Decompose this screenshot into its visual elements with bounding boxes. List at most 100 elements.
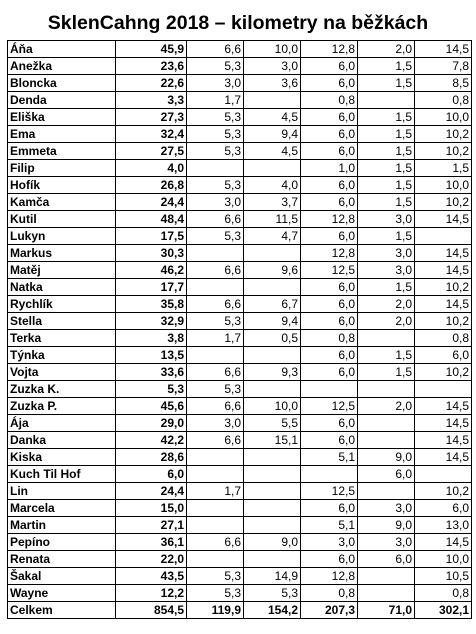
value-cell: 302,1	[414, 601, 472, 619]
page-title: SklenCahng 2018 – kilometry na běžkách	[47, 12, 429, 34]
value-cell: 5,3	[186, 176, 244, 194]
value-cell: 6,6	[186, 261, 244, 279]
value-cell: 12,5	[300, 482, 358, 500]
total-cell: 13,5	[115, 346, 187, 364]
total-cell: 43,5	[115, 567, 187, 585]
value-cell: 2,0	[357, 397, 415, 415]
value-cell: 5,3	[186, 57, 244, 75]
total-cell: 15,0	[115, 499, 187, 517]
value-cell: 6,6	[186, 431, 244, 449]
value-cell: 0,8	[300, 584, 358, 602]
table-row: Kamča 24,4 3,0 3,7 6,0 1,5 10,2	[7, 193, 472, 211]
value-cell: 5,3	[186, 227, 244, 245]
value-cell: 2,0	[357, 312, 415, 330]
value-cell	[243, 278, 301, 296]
value-cell: 1,5	[357, 193, 415, 211]
value-cell: 5,1	[300, 516, 358, 534]
value-cell: 6,7	[243, 295, 301, 313]
value-cell: 1,5	[357, 176, 415, 194]
value-cell	[186, 516, 244, 534]
value-cell: 6,0	[414, 346, 472, 364]
value-cell: 3,6	[243, 74, 301, 92]
table-row: Šakal 43,5 5,3 14,9 12,8 10,5	[7, 567, 472, 585]
value-cell	[243, 482, 301, 500]
value-cell: 14,5	[414, 533, 472, 551]
value-cell: 14,5	[414, 295, 472, 313]
total-cell: 24,4	[115, 482, 187, 500]
value-cell: 6,0	[300, 176, 358, 194]
value-cell: 12,8	[300, 40, 358, 58]
name-cell: Hofík	[7, 176, 116, 194]
value-cell	[243, 346, 301, 364]
total-cell: 35,8	[115, 295, 187, 313]
table-row: Lukyn 17,5 5,3 4,7 6,0 1,5	[7, 227, 472, 245]
value-cell	[414, 465, 472, 483]
value-cell	[300, 380, 358, 398]
table-row: Ema 32,4 5,3 9,4 6,0 1,5 10,2	[7, 125, 472, 143]
value-cell: 14,5	[414, 210, 472, 228]
value-cell: 4,5	[243, 142, 301, 160]
total-cell: 36,1	[115, 533, 187, 551]
table-row: Ája 29,0 3,0 5,5 6,0 14,5	[7, 414, 472, 432]
table-row: Pepíno 36,1 6,6 9,0 3,0 3,0 14,5	[7, 533, 472, 551]
name-cell: Pepíno	[7, 533, 116, 551]
name-cell: Šakal	[7, 567, 116, 585]
value-cell: 6,0	[300, 193, 358, 211]
name-cell: Matěj	[7, 261, 116, 279]
value-cell: 1,5	[357, 57, 415, 75]
value-cell	[186, 448, 244, 466]
value-cell: 6,0	[357, 465, 415, 483]
value-cell: 3,0	[300, 533, 358, 551]
value-cell: 9,4	[243, 125, 301, 143]
value-cell: 6,6	[186, 533, 244, 551]
value-cell: 6,0	[300, 227, 358, 245]
value-cell: 10,0	[243, 397, 301, 415]
value-cell: 1,0	[300, 159, 358, 177]
table-row: Zuzka K. 5,3 5,3	[7, 380, 472, 398]
total-cell: 32,9	[115, 312, 187, 330]
value-cell	[414, 227, 472, 245]
value-cell	[243, 380, 301, 398]
value-cell: 0,8	[300, 329, 358, 347]
value-cell: 3,0	[357, 533, 415, 551]
value-cell: 6,0	[300, 142, 358, 160]
value-cell: 10,5	[414, 567, 472, 585]
total-cell: 42,2	[115, 431, 187, 449]
total-cell: 32,4	[115, 125, 187, 143]
name-cell: Týnka	[7, 346, 116, 364]
value-cell: 6,6	[186, 40, 244, 58]
value-cell	[186, 244, 244, 262]
value-cell: 207,3	[300, 601, 358, 619]
value-cell: 10,0	[243, 40, 301, 58]
total-cell: 4,0	[115, 159, 187, 177]
value-cell: 10,2	[414, 278, 472, 296]
value-cell: 4,0	[243, 176, 301, 194]
value-cell: 6,0	[300, 346, 358, 364]
total-cell: 33,6	[115, 363, 187, 381]
name-cell: Zuzka K.	[7, 380, 116, 398]
table-row: Markus 30,3 12,8 3,0 14,5	[7, 244, 472, 262]
value-cell: 6,6	[186, 363, 244, 381]
value-cell: 0,8	[300, 91, 358, 109]
value-cell	[357, 380, 415, 398]
value-cell: 5,5	[243, 414, 301, 432]
value-cell: 12,5	[300, 397, 358, 415]
value-cell: 6,0	[300, 550, 358, 568]
value-cell	[357, 482, 415, 500]
total-cell: 27,5	[115, 142, 187, 160]
table-row: Danka 42,2 6,6 15,1 6,0 14,5	[7, 431, 472, 449]
value-cell: 6,0	[300, 499, 358, 517]
name-cell: Kutil	[7, 210, 116, 228]
value-cell: 0,8	[414, 584, 472, 602]
total-cell: 854,5	[115, 601, 187, 619]
total-cell: 17,7	[115, 278, 187, 296]
value-cell	[357, 431, 415, 449]
value-cell: 1,7	[186, 482, 244, 500]
value-cell: 6,6	[186, 397, 244, 415]
total-cell: 22,0	[115, 550, 187, 568]
total-cell: 24,4	[115, 193, 187, 211]
value-cell: 154,2	[243, 601, 301, 619]
value-cell	[414, 380, 472, 398]
value-cell: 1,5	[357, 125, 415, 143]
value-cell: 10,2	[414, 363, 472, 381]
